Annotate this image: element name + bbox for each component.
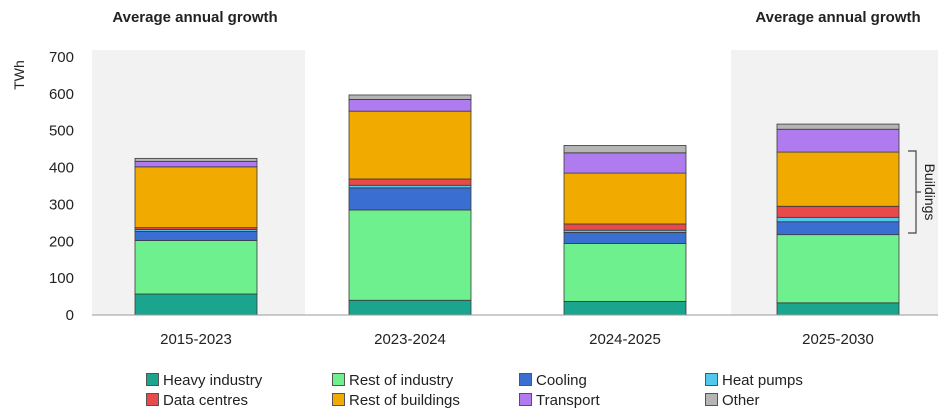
y-tick-label: 700 xyxy=(49,49,74,66)
legend-item: Heat pumps xyxy=(705,372,803,390)
bar-segment xyxy=(134,240,258,295)
bar-segment xyxy=(134,293,258,316)
legend-label: Heavy industry xyxy=(163,372,263,389)
y-tick-label: 100 xyxy=(49,270,74,287)
stacked-bar-chart: 0 100 200 300 400 500 600 700 2015-2023 2023-202… xyxy=(11,49,938,348)
bar-segment xyxy=(776,151,900,207)
bar-segment xyxy=(563,223,687,231)
legend-label: Heat pumps xyxy=(722,372,803,389)
legend-label: Transport xyxy=(536,392,600,409)
y-tick-label: 500 xyxy=(49,123,74,140)
buildings-bracket: Buildings xyxy=(908,150,938,234)
legend-swatch xyxy=(332,373,345,386)
legend-label: Other xyxy=(722,392,760,409)
y-tick-label: 300 xyxy=(49,196,74,213)
bar-segment xyxy=(776,205,900,218)
bar-segment xyxy=(563,232,687,244)
bar-segment xyxy=(563,243,687,302)
legend-item: Data centres xyxy=(146,392,248,410)
bar-segment xyxy=(348,299,472,316)
bars xyxy=(134,94,900,316)
y-tick-label: 0 xyxy=(66,307,74,324)
bar-segment xyxy=(563,152,687,174)
bar-segment xyxy=(134,230,258,241)
legend-label: Rest of buildings xyxy=(349,392,460,409)
y-axis-label: TWh xyxy=(11,60,27,90)
y-tick-label: 600 xyxy=(49,86,74,103)
header-note-right: Average annual growth xyxy=(755,9,921,26)
bar-segment xyxy=(776,302,900,316)
bracket-line xyxy=(908,150,921,234)
legend-swatch xyxy=(146,393,159,406)
y-tick-label: 400 xyxy=(49,160,74,177)
y-axis: 0 100 200 300 400 500 600 700 xyxy=(49,49,74,324)
bar-segment xyxy=(348,94,472,100)
legend-item: Rest of industry xyxy=(332,372,453,390)
bar-segment xyxy=(563,300,687,316)
legend-item: Heavy industry xyxy=(146,372,262,390)
bar-segment xyxy=(776,128,900,153)
bar-segment xyxy=(776,221,900,236)
bar-segment xyxy=(776,123,900,130)
x-axis: 2015-2023 2023-2024 2024-2025 2025-2030 xyxy=(160,331,874,348)
bar-segment xyxy=(776,216,900,223)
legend-swatch xyxy=(332,393,345,406)
legend-item: Transport xyxy=(519,392,600,410)
bar-segment xyxy=(348,178,472,186)
bar-segment xyxy=(348,110,472,180)
legend-swatch xyxy=(146,373,159,386)
x-tick-label: 2024-2025 xyxy=(589,331,661,348)
legend-label: Data centres xyxy=(163,392,249,409)
legend-item: Cooling xyxy=(519,372,587,390)
legend-swatch xyxy=(519,393,532,406)
legend-item: Rest of buildings xyxy=(332,392,460,410)
bracket-label: Buildings xyxy=(922,164,938,221)
legend-label: Rest of industry xyxy=(349,372,454,389)
bar-segment xyxy=(348,187,472,211)
legend-swatch xyxy=(705,373,718,386)
bar-segment xyxy=(348,209,472,301)
bar-segment xyxy=(563,145,687,154)
legend-swatch xyxy=(519,373,532,386)
header-note-left: Average annual growth xyxy=(112,9,278,26)
bar-segment xyxy=(776,234,900,304)
legend-label: Cooling xyxy=(536,372,587,389)
bar-segment xyxy=(134,160,258,168)
y-tick-label: 200 xyxy=(49,233,74,250)
bar-segment xyxy=(134,166,258,229)
bar-segment xyxy=(348,98,472,112)
legend-item: Other xyxy=(705,392,760,410)
bar-segment xyxy=(563,172,687,225)
x-tick-label: 2025-2030 xyxy=(802,331,874,348)
x-tick-label: 2023-2024 xyxy=(374,331,446,348)
legend: Heavy industry Rest of industry Cooling Hea… xyxy=(0,370,938,414)
legend-swatch xyxy=(705,393,718,406)
bar-segment xyxy=(134,157,258,162)
x-tick-label: 2015-2023 xyxy=(160,331,232,348)
